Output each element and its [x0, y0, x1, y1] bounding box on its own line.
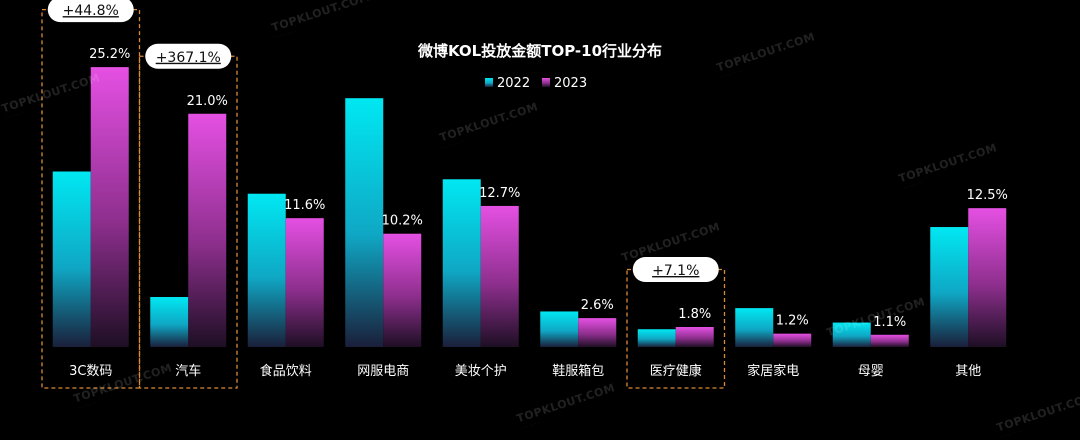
x-tick-label: 网服电商 — [357, 364, 409, 379]
growth-label: +367.1% — [156, 50, 221, 66]
highlight-box — [626, 268, 726, 389]
bar-2023-网服电商 — [383, 233, 422, 347]
growth-label: +44.8% — [63, 3, 119, 19]
data-label-2023-汽车: 21.0% — [187, 94, 228, 109]
x-tick-label: 3C数码 — [69, 364, 112, 379]
highlight-group: +44.8% +367.1% +7.1% — [41, 0, 726, 389]
data-label-2023-网服电商: 10.2% — [382, 214, 423, 229]
data-label-2023-3C数码: 25.2% — [89, 47, 130, 62]
x-tick-label: 汽车 — [175, 363, 201, 379]
legend-swatch-2022 — [485, 78, 493, 87]
x-tick-label: 鞋服箱包 — [552, 363, 604, 379]
data-label-2023-食品饮料: 11.6% — [284, 198, 325, 213]
bar-2023-食品饮料 — [285, 218, 324, 347]
bar-2022-汽车 — [150, 297, 189, 347]
bar-2023-其他 — [968, 208, 1007, 347]
x-tick-label: 美妆个护 — [455, 364, 507, 379]
bar-2023-母婴 — [870, 334, 909, 347]
growth-pill — [632, 257, 719, 283]
bar-2023-医疗健康 — [675, 327, 714, 347]
x-tick-label: 食品饮料 — [260, 363, 312, 379]
bar-2022-美妆个护 — [442, 179, 481, 347]
bar-2022-鞋服箱包 — [540, 311, 579, 347]
bar-2023-鞋服箱包 — [578, 318, 617, 347]
data-labels-group: 25.2% 21.0% 11.6% 10.2% 12.7% 2.6% 1.8% 1.2% 1.1… — [89, 47, 1008, 330]
data-label-2023-母婴: 1.1% — [873, 315, 906, 330]
bar-2022-母婴 — [832, 322, 871, 347]
bar-2022-网服电商 — [345, 98, 384, 347]
x-tick-label: 医疗健康 — [650, 363, 702, 379]
bars-group — [52, 67, 1007, 347]
bar-2022-其他 — [930, 227, 969, 347]
legend-label-2022: 2022 — [497, 76, 530, 91]
bar-2022-食品饮料 — [247, 193, 286, 347]
data-label-2023-其他: 12.5% — [967, 188, 1008, 203]
growth-pill — [47, 0, 134, 23]
data-label-2023-美妆个护: 12.7% — [479, 186, 520, 201]
bar-2023-汽车 — [188, 113, 227, 347]
data-label-2023-医疗健康: 1.8% — [678, 307, 711, 322]
legend-swatch-2023 — [542, 78, 550, 87]
highlight-box — [138, 55, 238, 389]
x-tick-label: 家居家电 — [747, 363, 799, 379]
x-tick-label: 其他 — [955, 364, 981, 379]
growth-pill — [145, 43, 232, 69]
data-label-2023-鞋服箱包: 2.6% — [581, 298, 614, 313]
bar-2023-美妆个护 — [480, 205, 519, 347]
bar-2023-3C数码 — [90, 67, 129, 347]
x-tick-label: 母婴 — [858, 364, 884, 379]
growth-label: +7.1% — [652, 263, 699, 279]
legend: 2022 2023 — [485, 76, 587, 91]
chart-title: 微博KOL投放金额TOP-10行业分布 — [417, 42, 662, 60]
bar-2022-医疗健康 — [637, 329, 676, 347]
data-label-2023-家居家电: 1.2% — [776, 314, 809, 329]
bar-2022-家居家电 — [735, 308, 774, 347]
bar-2023-家居家电 — [773, 333, 812, 347]
x-tick-labels: 3C数码 汽车 食品饮料 网服电商 美妆个护 鞋服箱包 医疗健康 家居家电 母婴 其他 — [69, 363, 981, 379]
bar-2022-3C数码 — [52, 171, 91, 347]
legend-label-2023: 2023 — [554, 76, 587, 91]
